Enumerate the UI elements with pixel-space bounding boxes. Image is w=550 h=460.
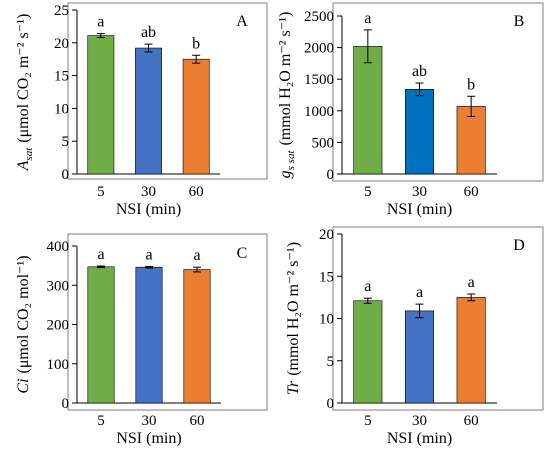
panel-a: 0 5 10 15 20 25 a 5 ab 30 b 60 NSI (min) A Asat (μmol C…: [15, 2, 268, 218]
bar-a-60: [182, 58, 210, 175]
y-tick-label: 25: [54, 3, 69, 19]
y-tick-label: 0: [62, 396, 70, 412]
y-tick-label: 0: [62, 167, 70, 183]
x-axis-label: NSI (min): [387, 201, 452, 218]
y-axis-symbol: Tr: [285, 380, 302, 395]
significance-letter: a: [193, 247, 200, 264]
significance-letter: a: [468, 274, 475, 291]
x-tick-label: 60: [190, 413, 205, 429]
y-tick-label: 15: [319, 269, 334, 285]
y-tick-label: 5: [327, 354, 335, 370]
panel-letter: A: [236, 13, 248, 30]
y-axis-units: (μmol CO₂ mol⁻¹): [15, 255, 32, 373]
x-axis-label: NSI (min): [116, 201, 181, 218]
x-tick-label: 30: [412, 184, 427, 200]
y-tick-label: 1500: [304, 72, 334, 88]
significance-letter: ab: [412, 63, 427, 80]
y-tick-label: 100: [47, 357, 70, 373]
y-tick-label: 20: [54, 36, 69, 52]
bar-c-5: [87, 266, 115, 404]
x-tick-label: 30: [412, 413, 427, 429]
y-tick-label: 1000: [304, 104, 334, 120]
bar-d-5: [353, 300, 383, 404]
x-tick-label: 60: [189, 184, 204, 200]
y-tick-label: 500: [312, 135, 335, 151]
panel-letter: B: [514, 13, 525, 30]
y-axis-subscript: sat: [23, 147, 35, 161]
panel-c: 0 100 200 300 400 a 5 a 30 a 60 NSI (min) C Ci (μmol C…: [15, 233, 268, 447]
panel-frame: [67, 2, 268, 180]
panel-letter: C: [237, 245, 248, 262]
significance-letter: a: [416, 284, 423, 301]
bar-c-60: [183, 269, 211, 404]
y-axis-label: Tr (mmol H₂O m⁻² s⁻¹): [285, 242, 302, 395]
panel-d: 0 5 10 15 20 a 5 a 30 a 60 NSI (min) D Tr (mmol H₂O m⁻…: [285, 226, 544, 447]
y-tick-label: 0: [327, 167, 335, 183]
bar-d-60: [456, 297, 486, 404]
panel-frame: [332, 226, 544, 411]
y-tick-label: 10: [54, 101, 69, 117]
y-axis-symbol: Ci: [15, 378, 32, 393]
y-axis-label: Asat (μmol CO₂ m⁻² s⁻¹): [15, 14, 35, 172]
bar-a-30: [135, 47, 162, 175]
bar-c-30: [135, 266, 163, 404]
bar-b-60: [456, 106, 486, 175]
y-axis-units: (mmol H₂O m⁻² s⁻¹): [277, 12, 294, 146]
x-tick-label: 5: [364, 413, 372, 429]
bar-b-30: [404, 89, 435, 175]
x-tick-label: 60: [464, 413, 479, 429]
y-tick-label: 0: [327, 396, 335, 412]
y-axis-units: (μmol CO₂ m⁻² s⁻¹): [15, 14, 32, 143]
panel-frame: [67, 233, 268, 411]
y-tick-label: 200: [47, 318, 70, 334]
bar-d-30: [404, 310, 435, 404]
significance-letter: a: [364, 278, 371, 295]
x-tick-label: 5: [97, 184, 105, 200]
y-tick-label: 10: [319, 312, 334, 328]
bar-b-5: [353, 46, 383, 175]
y-tick-label: 2000: [304, 41, 334, 57]
significance-letter: ab: [141, 24, 156, 41]
y-axis-label: gs sat (mmol H₂O m⁻² s⁻¹): [277, 12, 297, 179]
significance-letter: a: [364, 10, 371, 27]
y-tick-label: 5: [62, 134, 70, 150]
y-tick-label: 20: [319, 227, 334, 243]
y-axis-subscript: s sat: [285, 150, 297, 171]
x-tick-label: 5: [97, 413, 105, 429]
significance-letter: a: [97, 246, 104, 263]
significance-letter: b: [192, 35, 200, 52]
y-tick-label: 300: [47, 278, 70, 294]
panel-b: 0 500 1000 1500 2000 2500 a 5 ab 30 b 60 NSI (min) Bg…: [277, 2, 544, 218]
x-tick-label: 30: [142, 413, 157, 429]
y-tick-label: 2500: [304, 9, 334, 25]
y-axis-label: Ci (μmol CO₂ mol⁻¹): [15, 255, 32, 393]
significance-letter: a: [145, 246, 152, 263]
y-tick-label: 15: [54, 69, 69, 85]
panel-frame: [332, 2, 544, 182]
x-axis-label: NSI (min): [116, 430, 181, 447]
significance-letter: b: [467, 76, 475, 93]
y-axis-symbol: A: [15, 160, 32, 171]
significance-letter: a: [97, 14, 104, 31]
y-tick-label: 400: [47, 239, 70, 255]
y-axis-units: (mmol H₂O m⁻² s⁻¹): [285, 242, 302, 376]
panel-letter: D: [513, 237, 525, 254]
bar-a-5: [87, 35, 115, 175]
x-tick-label: 60: [464, 184, 479, 200]
x-axis-label: NSI (min): [387, 430, 452, 447]
x-tick-label: 5: [364, 184, 372, 200]
x-tick-label: 30: [141, 184, 156, 200]
y-axis-symbol: g: [277, 170, 294, 178]
